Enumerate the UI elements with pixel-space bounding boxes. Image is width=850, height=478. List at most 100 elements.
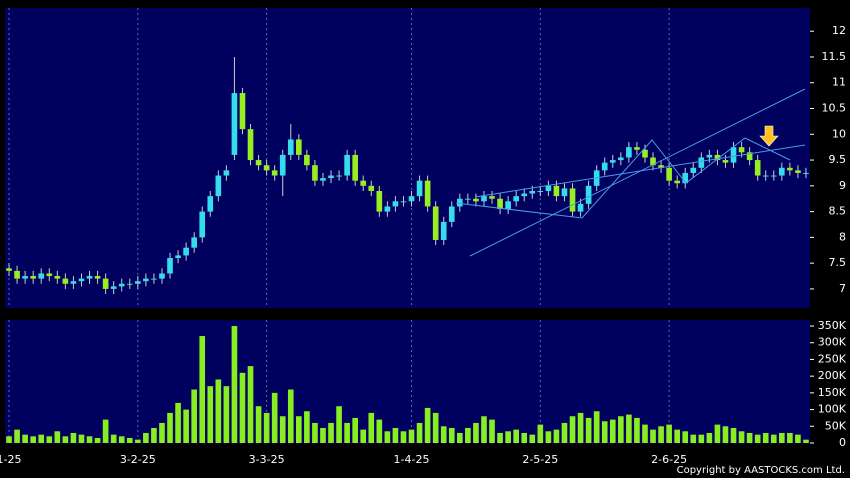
volume-bar [432, 412, 439, 443]
candle-body [400, 201, 407, 203]
candle-body [754, 160, 761, 176]
volume-bar [626, 414, 632, 443]
candle-body [553, 185, 560, 197]
y-tick-label: 250K [818, 352, 847, 365]
volume-bar [312, 422, 318, 443]
x-tick-label: 3-2-25 [120, 453, 156, 466]
candle-body [706, 154, 713, 158]
volume-bar [287, 389, 294, 443]
candle-body [658, 165, 664, 168]
volume-bar [400, 431, 407, 443]
candle-body [328, 175, 334, 179]
candle-body [730, 147, 737, 163]
candle-body [118, 283, 125, 287]
volume-bar [376, 419, 383, 443]
volume-bar [135, 439, 141, 443]
candle-body [279, 154, 286, 176]
candle-body [70, 281, 77, 284]
candle-body [320, 178, 326, 181]
candle-body [143, 278, 149, 282]
candle-body [271, 170, 278, 176]
volume-bar [46, 436, 53, 443]
candle-body [86, 276, 93, 279]
volume-bar [183, 409, 189, 443]
volume-bar [126, 437, 133, 443]
y-tick-label: 12 [832, 24, 846, 37]
volume-bar [779, 432, 785, 443]
candle-body [54, 276, 61, 279]
volume-bar [666, 424, 672, 443]
candle-body [738, 147, 745, 153]
candle-body [690, 167, 697, 173]
candle-body [135, 281, 141, 284]
candle-body [215, 175, 222, 197]
y-tick-label: 10 [832, 127, 846, 140]
candle-body [762, 175, 769, 177]
candle-body [505, 201, 511, 210]
candle-body [199, 211, 206, 238]
y-tick-label: 300K [818, 336, 847, 349]
candle-body [650, 157, 656, 166]
candle-body [231, 93, 238, 155]
volume-bar [94, 437, 101, 443]
volume-panel [5, 320, 810, 443]
candle-body [344, 154, 350, 176]
volume-bar [263, 412, 270, 443]
volume-bar [537, 424, 544, 443]
candle-body [296, 139, 302, 155]
candle-body [489, 196, 495, 199]
candle-body [529, 190, 536, 194]
volume-bar [529, 434, 536, 443]
volume-bar [706, 432, 713, 443]
candle-body [642, 149, 648, 158]
volume-bar [255, 406, 262, 443]
candle-body [392, 201, 399, 207]
volume-bar [489, 419, 495, 443]
volume-bar [593, 411, 600, 443]
candle-body [102, 278, 109, 289]
candle-body [722, 160, 729, 163]
candle-body [770, 175, 777, 177]
volume-bar [22, 434, 28, 443]
y-tick-label: 0 [839, 436, 846, 449]
volume-bar [416, 422, 423, 443]
volume-bar [682, 431, 689, 443]
volume-bar [553, 429, 560, 443]
y-tick-label: 8.5 [829, 205, 847, 218]
candle-body [6, 268, 12, 271]
candle-body [46, 273, 53, 277]
volume-bar [577, 412, 584, 443]
candle-body [263, 165, 270, 171]
price-panel [5, 8, 810, 308]
candle-body [191, 237, 197, 248]
candle-body [497, 198, 503, 210]
volume-bar [561, 422, 568, 443]
candle-body [30, 276, 36, 279]
volume-bar [167, 412, 173, 443]
volume-bar [207, 386, 214, 443]
candle-body [465, 198, 471, 200]
trend-lines [455, 88, 806, 257]
candle-body [62, 278, 69, 284]
candle-body [432, 206, 439, 240]
volume-bar [392, 427, 399, 443]
candle-body [674, 180, 680, 184]
volume-bar [513, 429, 519, 443]
candle-body [38, 273, 45, 279]
candle-body [183, 247, 189, 256]
candle-body [440, 221, 447, 240]
x-tick-label: 2-6-25 [651, 453, 687, 466]
volume-bar [38, 434, 45, 443]
volume-bar [609, 419, 616, 443]
volume-bar [698, 434, 705, 443]
volume-bar [239, 372, 246, 443]
volume-bar [6, 436, 12, 443]
y-tick-label: 200K [818, 369, 847, 382]
candle-body [666, 167, 672, 181]
volume-bar [481, 416, 487, 443]
candle-body [207, 196, 214, 212]
candle-body [618, 157, 624, 161]
candle-body [78, 278, 85, 282]
candle-body [787, 167, 793, 171]
